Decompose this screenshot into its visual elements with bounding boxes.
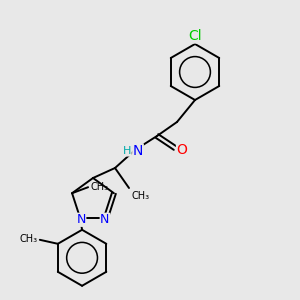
Text: Cl: Cl	[188, 29, 202, 43]
Text: N: N	[133, 144, 143, 158]
Text: CH₃: CH₃	[20, 234, 38, 244]
Text: H: H	[123, 146, 131, 156]
Text: N: N	[76, 213, 86, 226]
Text: O: O	[177, 143, 188, 157]
Text: CH₃: CH₃	[90, 182, 108, 192]
Text: N: N	[100, 213, 110, 226]
Text: CH₃: CH₃	[132, 191, 150, 201]
